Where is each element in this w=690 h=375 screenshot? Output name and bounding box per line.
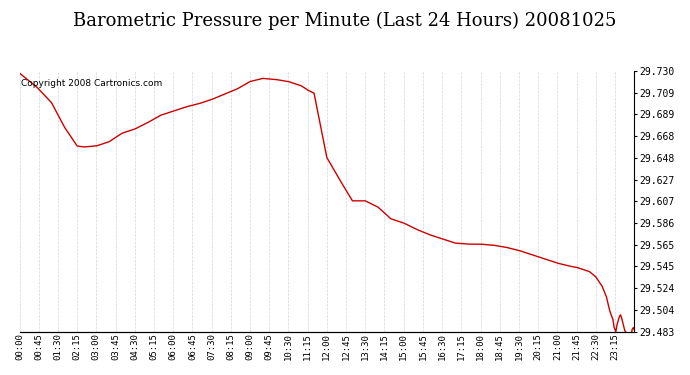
Text: Copyright 2008 Cartronics.com: Copyright 2008 Cartronics.com <box>21 79 162 88</box>
Text: Barometric Pressure per Minute (Last 24 Hours) 20081025: Barometric Pressure per Minute (Last 24 … <box>73 11 617 30</box>
